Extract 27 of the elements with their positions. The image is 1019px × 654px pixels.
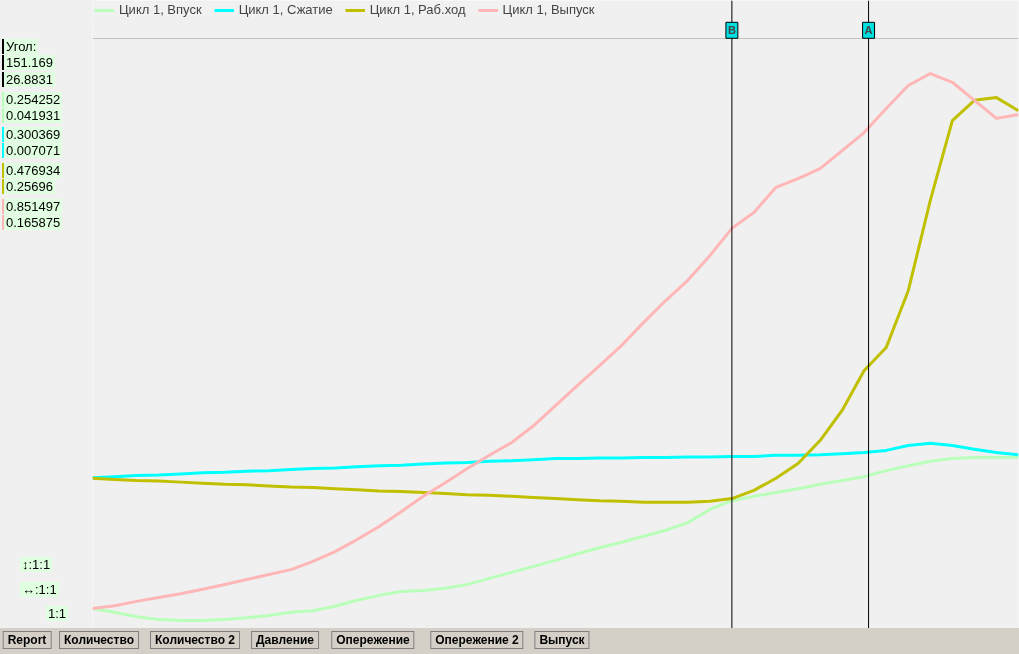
text: 26.8831 — [2, 72, 55, 87]
text: 0.851497 — [2, 199, 63, 214]
text: ↕:1:1 — [20, 557, 53, 572]
text: 0.300369 — [2, 127, 63, 142]
text: 0.165875 — [2, 215, 63, 230]
text: A — [864, 24, 873, 37]
legend-label: Цикл 1, Сжатие — [238, 2, 333, 17]
text: ↔:1:1 — [20, 582, 59, 597]
legend-label: Цикл 1, Раб.ход — [369, 2, 466, 17]
text: 0.007071 — [2, 143, 63, 158]
text: Давление — [251, 631, 319, 649]
text: 0.254252 — [2, 92, 63, 107]
text: Опережение 2 — [430, 631, 524, 649]
legend-label: Цикл 1, Выпуск — [502, 2, 595, 17]
text: 0.041931 — [2, 108, 63, 123]
text: Report — [2, 631, 52, 649]
text: Количество 2 — [150, 631, 240, 649]
text: 1:1 — [46, 606, 69, 621]
text: B — [727, 24, 736, 37]
text: 0.476934 — [2, 163, 63, 178]
text: Выпуск — [534, 631, 590, 649]
text: 0.25696 — [2, 179, 55, 194]
text: Количество — [59, 631, 139, 649]
text: Опережение — [331, 631, 415, 649]
text: 151.169 — [2, 55, 55, 70]
text: Угол: — [2, 39, 39, 54]
legend-label: Цикл 1, Впуск — [119, 2, 202, 17]
